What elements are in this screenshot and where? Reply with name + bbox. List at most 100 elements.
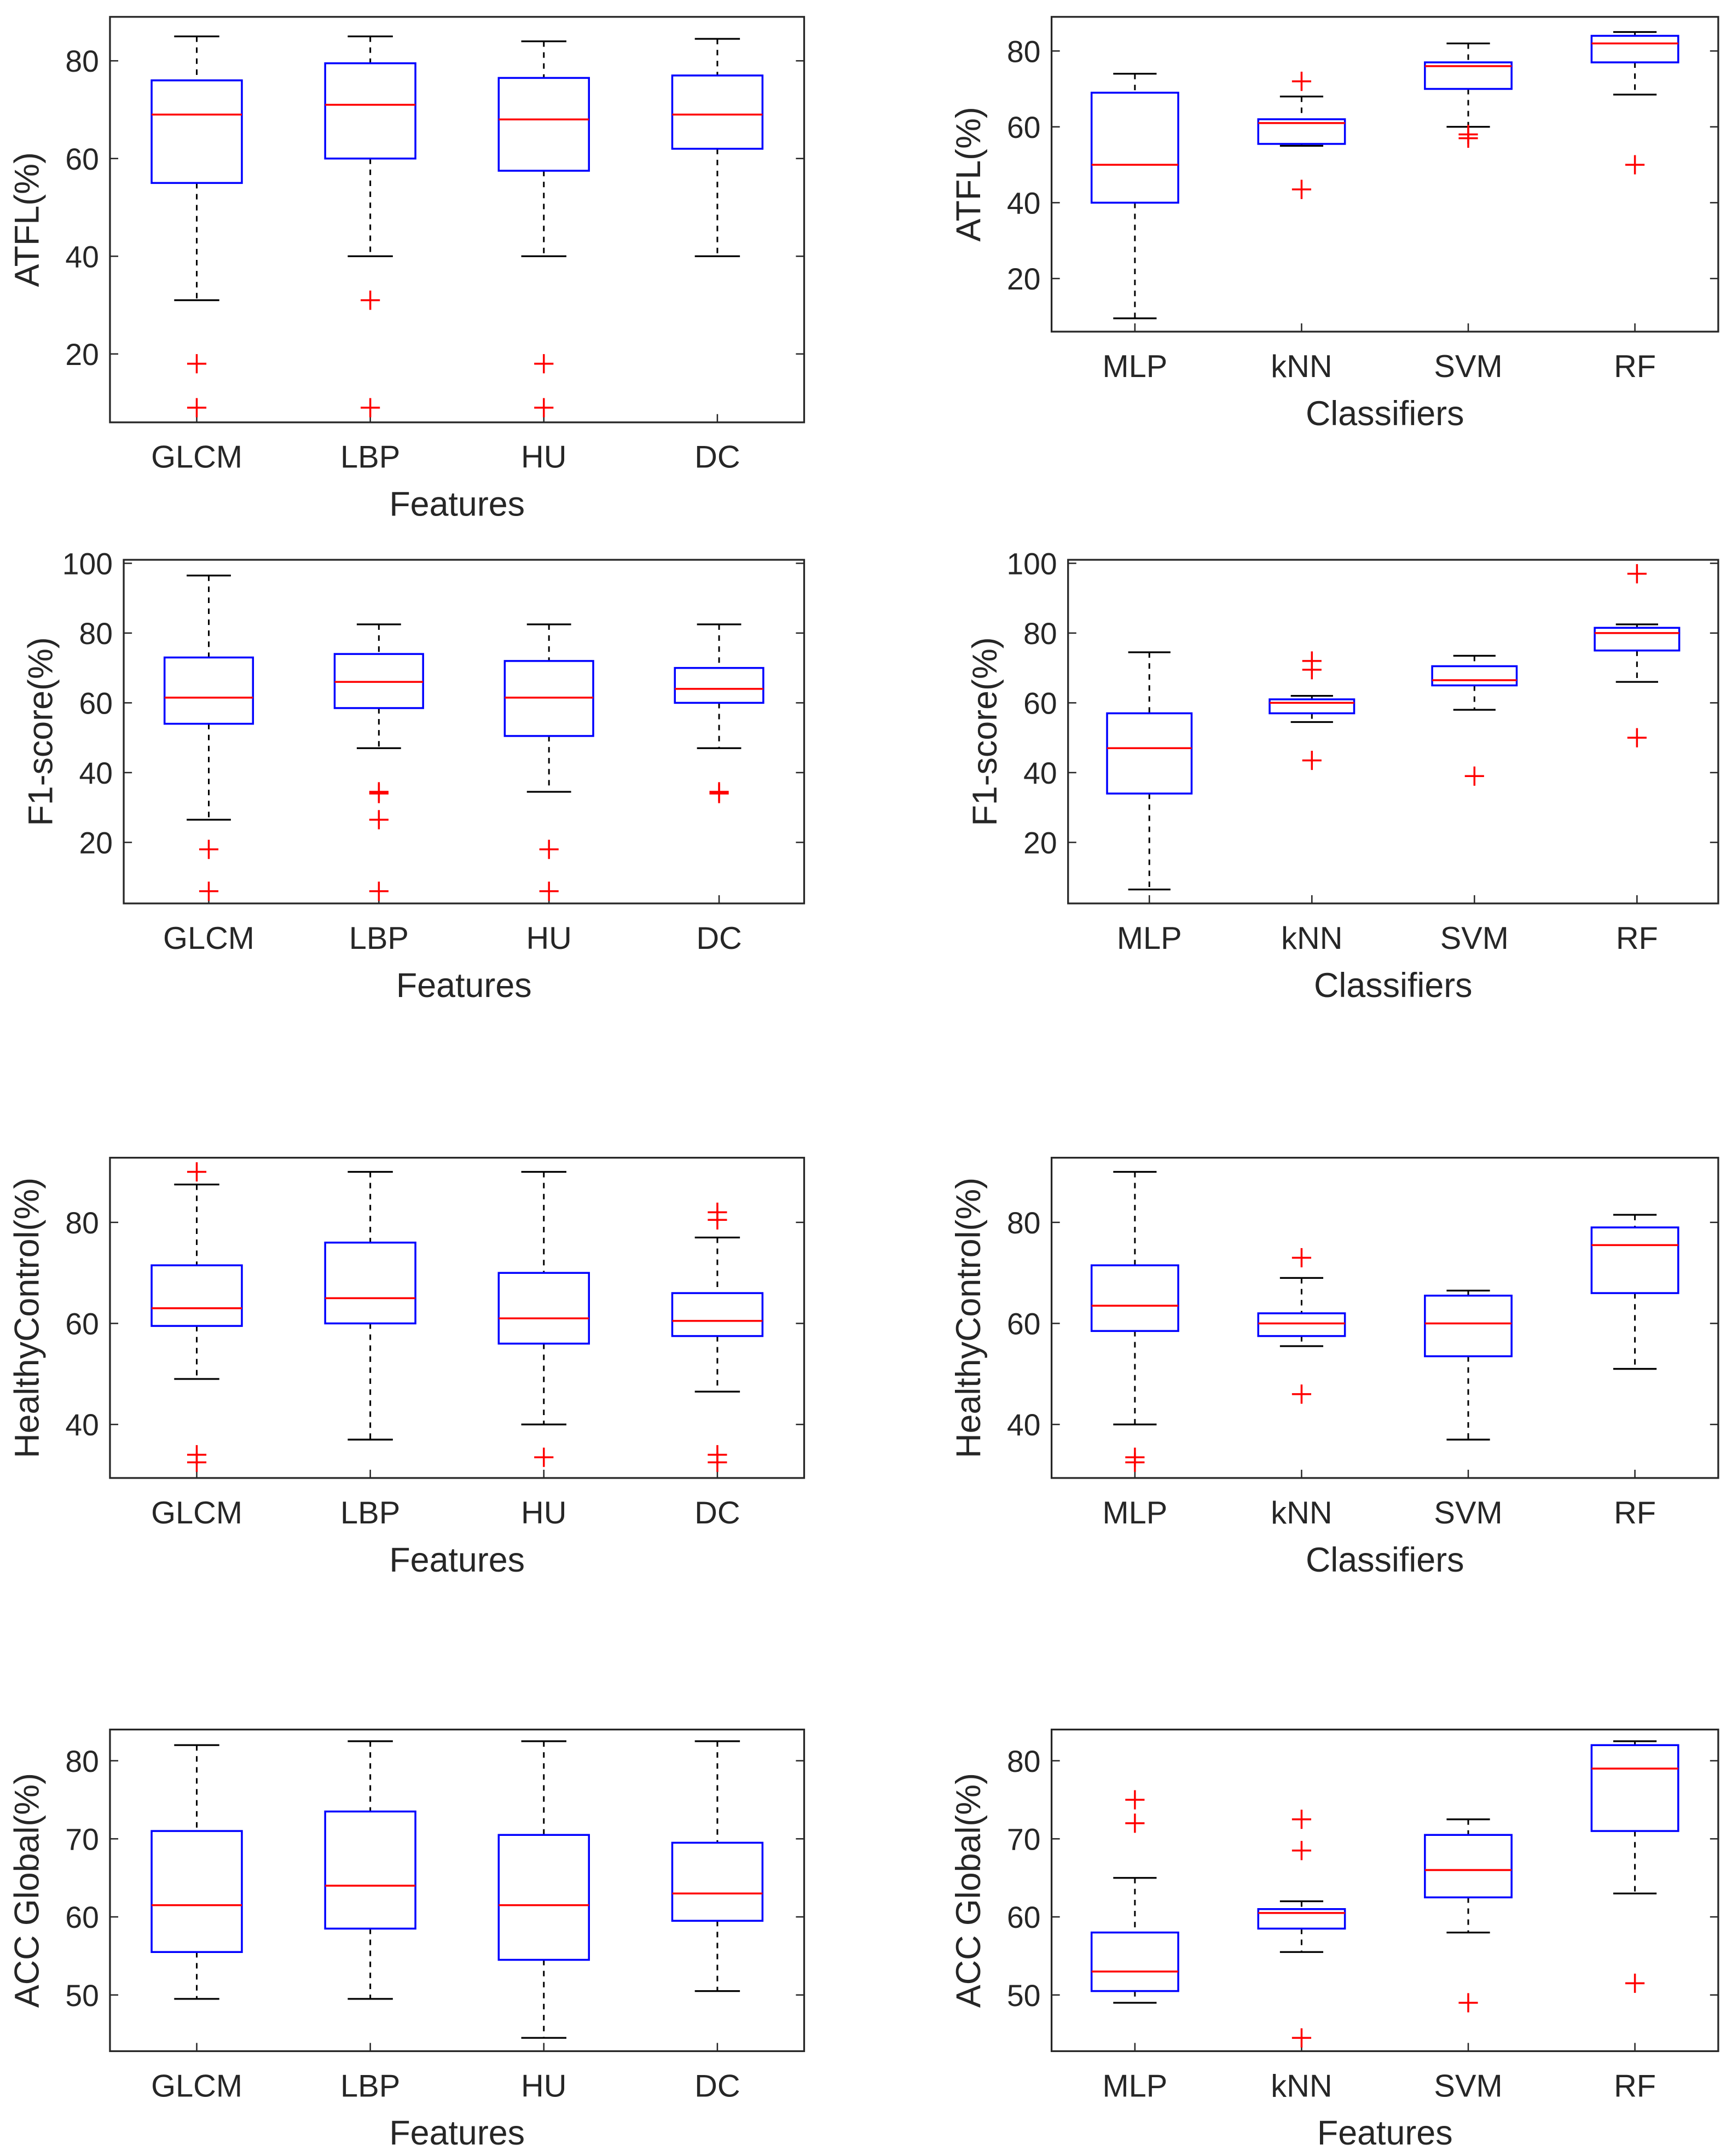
- y-axis-label: ACC Global(%): [8, 1773, 46, 2008]
- box-knn: [1268, 651, 1356, 770]
- boxplot-panel-8: 50 60 70 80 MLP kNN SVM RF Features ACC Global(%): [949, 1729, 1719, 2152]
- x-tick-label: RF: [1616, 921, 1658, 956]
- x-tick-label: LBP: [340, 440, 400, 475]
- outlier-marker: [534, 398, 554, 418]
- outlier-marker: [534, 1447, 554, 1467]
- box-hu: [503, 623, 594, 901]
- axes-frame: [109, 16, 806, 424]
- x-tick-label: HU: [521, 1496, 566, 1531]
- box-svm: [1424, 1818, 1513, 2013]
- y-tick-label: 20: [65, 338, 99, 372]
- x-tick-label: LBP: [349, 921, 409, 956]
- y-tick-label: 80: [1023, 617, 1057, 651]
- x-tick-label: DC: [694, 2068, 740, 2103]
- axes-frame: [123, 559, 806, 905]
- x-axis-label: Features: [396, 966, 532, 1005]
- outlier-marker: [1458, 1993, 1478, 2013]
- y-axis-label: ATFL(%): [8, 152, 46, 287]
- y-tick-label: 80: [65, 1206, 99, 1240]
- x-axis-label: Features: [389, 485, 525, 524]
- box-glcm: [150, 1744, 243, 2000]
- boxplot-panel-4: 20 40 60 80 100 MLP kNN SVM RF Classifiers F1-scor…: [966, 547, 1719, 1005]
- y-tick-label: 20: [1023, 826, 1057, 860]
- axes-frame: [109, 1729, 806, 2053]
- outlier-marker: [1291, 1248, 1312, 1268]
- box-glcm: [150, 35, 243, 418]
- outlier-marker: [708, 1210, 727, 1230]
- y-tick-label: 40: [79, 756, 113, 790]
- y-axis-label: F1-score(%): [966, 637, 1004, 826]
- y-tick-label: 40: [65, 240, 99, 274]
- outlier-marker: [1627, 728, 1647, 747]
- axes-frame: [1050, 1157, 1719, 1479]
- x-axis-label: Classifiers: [1306, 395, 1464, 433]
- iqr-box: [671, 74, 764, 150]
- y-tick-label: 20: [79, 826, 113, 860]
- iqr-box: [497, 1272, 590, 1345]
- boxplot-panel-3: 20 40 60 80 100 GLCM LBP HU DC Features F1-score(%…: [21, 547, 806, 1005]
- x-tick-label: MLP: [1103, 349, 1168, 384]
- y-tick-label: 60: [1007, 1307, 1040, 1341]
- x-tick-label: HU: [521, 440, 566, 475]
- axes-frame: [1050, 1729, 1719, 2053]
- y-tick-label: 60: [1007, 111, 1040, 144]
- outlier-marker: [1458, 129, 1478, 148]
- x-tick-label: GLCM: [151, 440, 242, 475]
- iqr-box: [1431, 665, 1518, 687]
- outlier-marker: [199, 882, 219, 901]
- outlier-marker: [539, 882, 559, 901]
- x-tick-label: SVM: [1434, 1496, 1502, 1531]
- box-rf: [1590, 1740, 1679, 1993]
- x-tick-label: kNN: [1281, 921, 1342, 956]
- iqr-box: [1106, 712, 1193, 795]
- box-lbp: [333, 623, 424, 901]
- box-svm: [1424, 1289, 1513, 1441]
- x-axis-label: Classifiers: [1306, 1541, 1464, 1579]
- x-tick-label: kNN: [1271, 1496, 1332, 1531]
- outlier-marker: [361, 291, 380, 310]
- iqr-box: [1257, 1312, 1346, 1337]
- outlier-marker: [369, 784, 389, 803]
- iqr-box: [1590, 1744, 1679, 1832]
- x-tick-label: DC: [694, 440, 740, 475]
- outlier-marker: [187, 1162, 207, 1182]
- y-tick-label: 80: [1007, 1206, 1040, 1240]
- x-tick-label: HU: [526, 921, 571, 956]
- iqr-box: [1090, 1931, 1179, 1992]
- iqr-box: [674, 666, 764, 704]
- iqr-box: [671, 1292, 764, 1337]
- y-tick-label: 70: [65, 1822, 99, 1856]
- outlier-marker: [369, 882, 389, 901]
- outlier-marker: [199, 839, 219, 859]
- x-tick-label: RF: [1614, 349, 1656, 384]
- outlier-marker: [1302, 660, 1322, 680]
- box-rf: [1590, 31, 1679, 175]
- box-knn: [1257, 1248, 1346, 1404]
- iqr-box: [1424, 61, 1513, 90]
- outlier-marker: [187, 1452, 207, 1472]
- x-tick-label: LBP: [340, 2068, 400, 2103]
- y-tick-label: 80: [65, 1744, 99, 1778]
- boxplot-panel-2: 20 40 60 80 MLP kNN SVM RF Classifiers ATFL(%): [949, 16, 1719, 433]
- axes-frame: [109, 1157, 806, 1479]
- box-knn: [1257, 1810, 1346, 2048]
- y-tick-label: 50: [1007, 1979, 1040, 2013]
- y-tick-label: 60: [1007, 1900, 1040, 1934]
- y-tick-label: 80: [1007, 34, 1040, 68]
- box-mlp: [1090, 1790, 1179, 2004]
- y-tick-label: 40: [1007, 186, 1040, 220]
- x-tick-label: SVM: [1440, 921, 1509, 956]
- iqr-box: [324, 62, 416, 160]
- box-lbp: [324, 1740, 416, 2000]
- outlier-marker: [708, 1452, 727, 1472]
- box-mlp: [1090, 73, 1179, 320]
- box-hu: [497, 1740, 590, 2039]
- y-tick-label: 100: [62, 547, 113, 581]
- outlier-marker: [1625, 1973, 1645, 1993]
- x-tick-label: kNN: [1271, 2068, 1332, 2103]
- x-tick-label: RF: [1614, 1496, 1656, 1531]
- box-lbp: [324, 35, 416, 418]
- box-dc: [671, 1202, 764, 1472]
- y-tick-label: 70: [1007, 1822, 1040, 1856]
- iqr-box: [324, 1242, 416, 1325]
